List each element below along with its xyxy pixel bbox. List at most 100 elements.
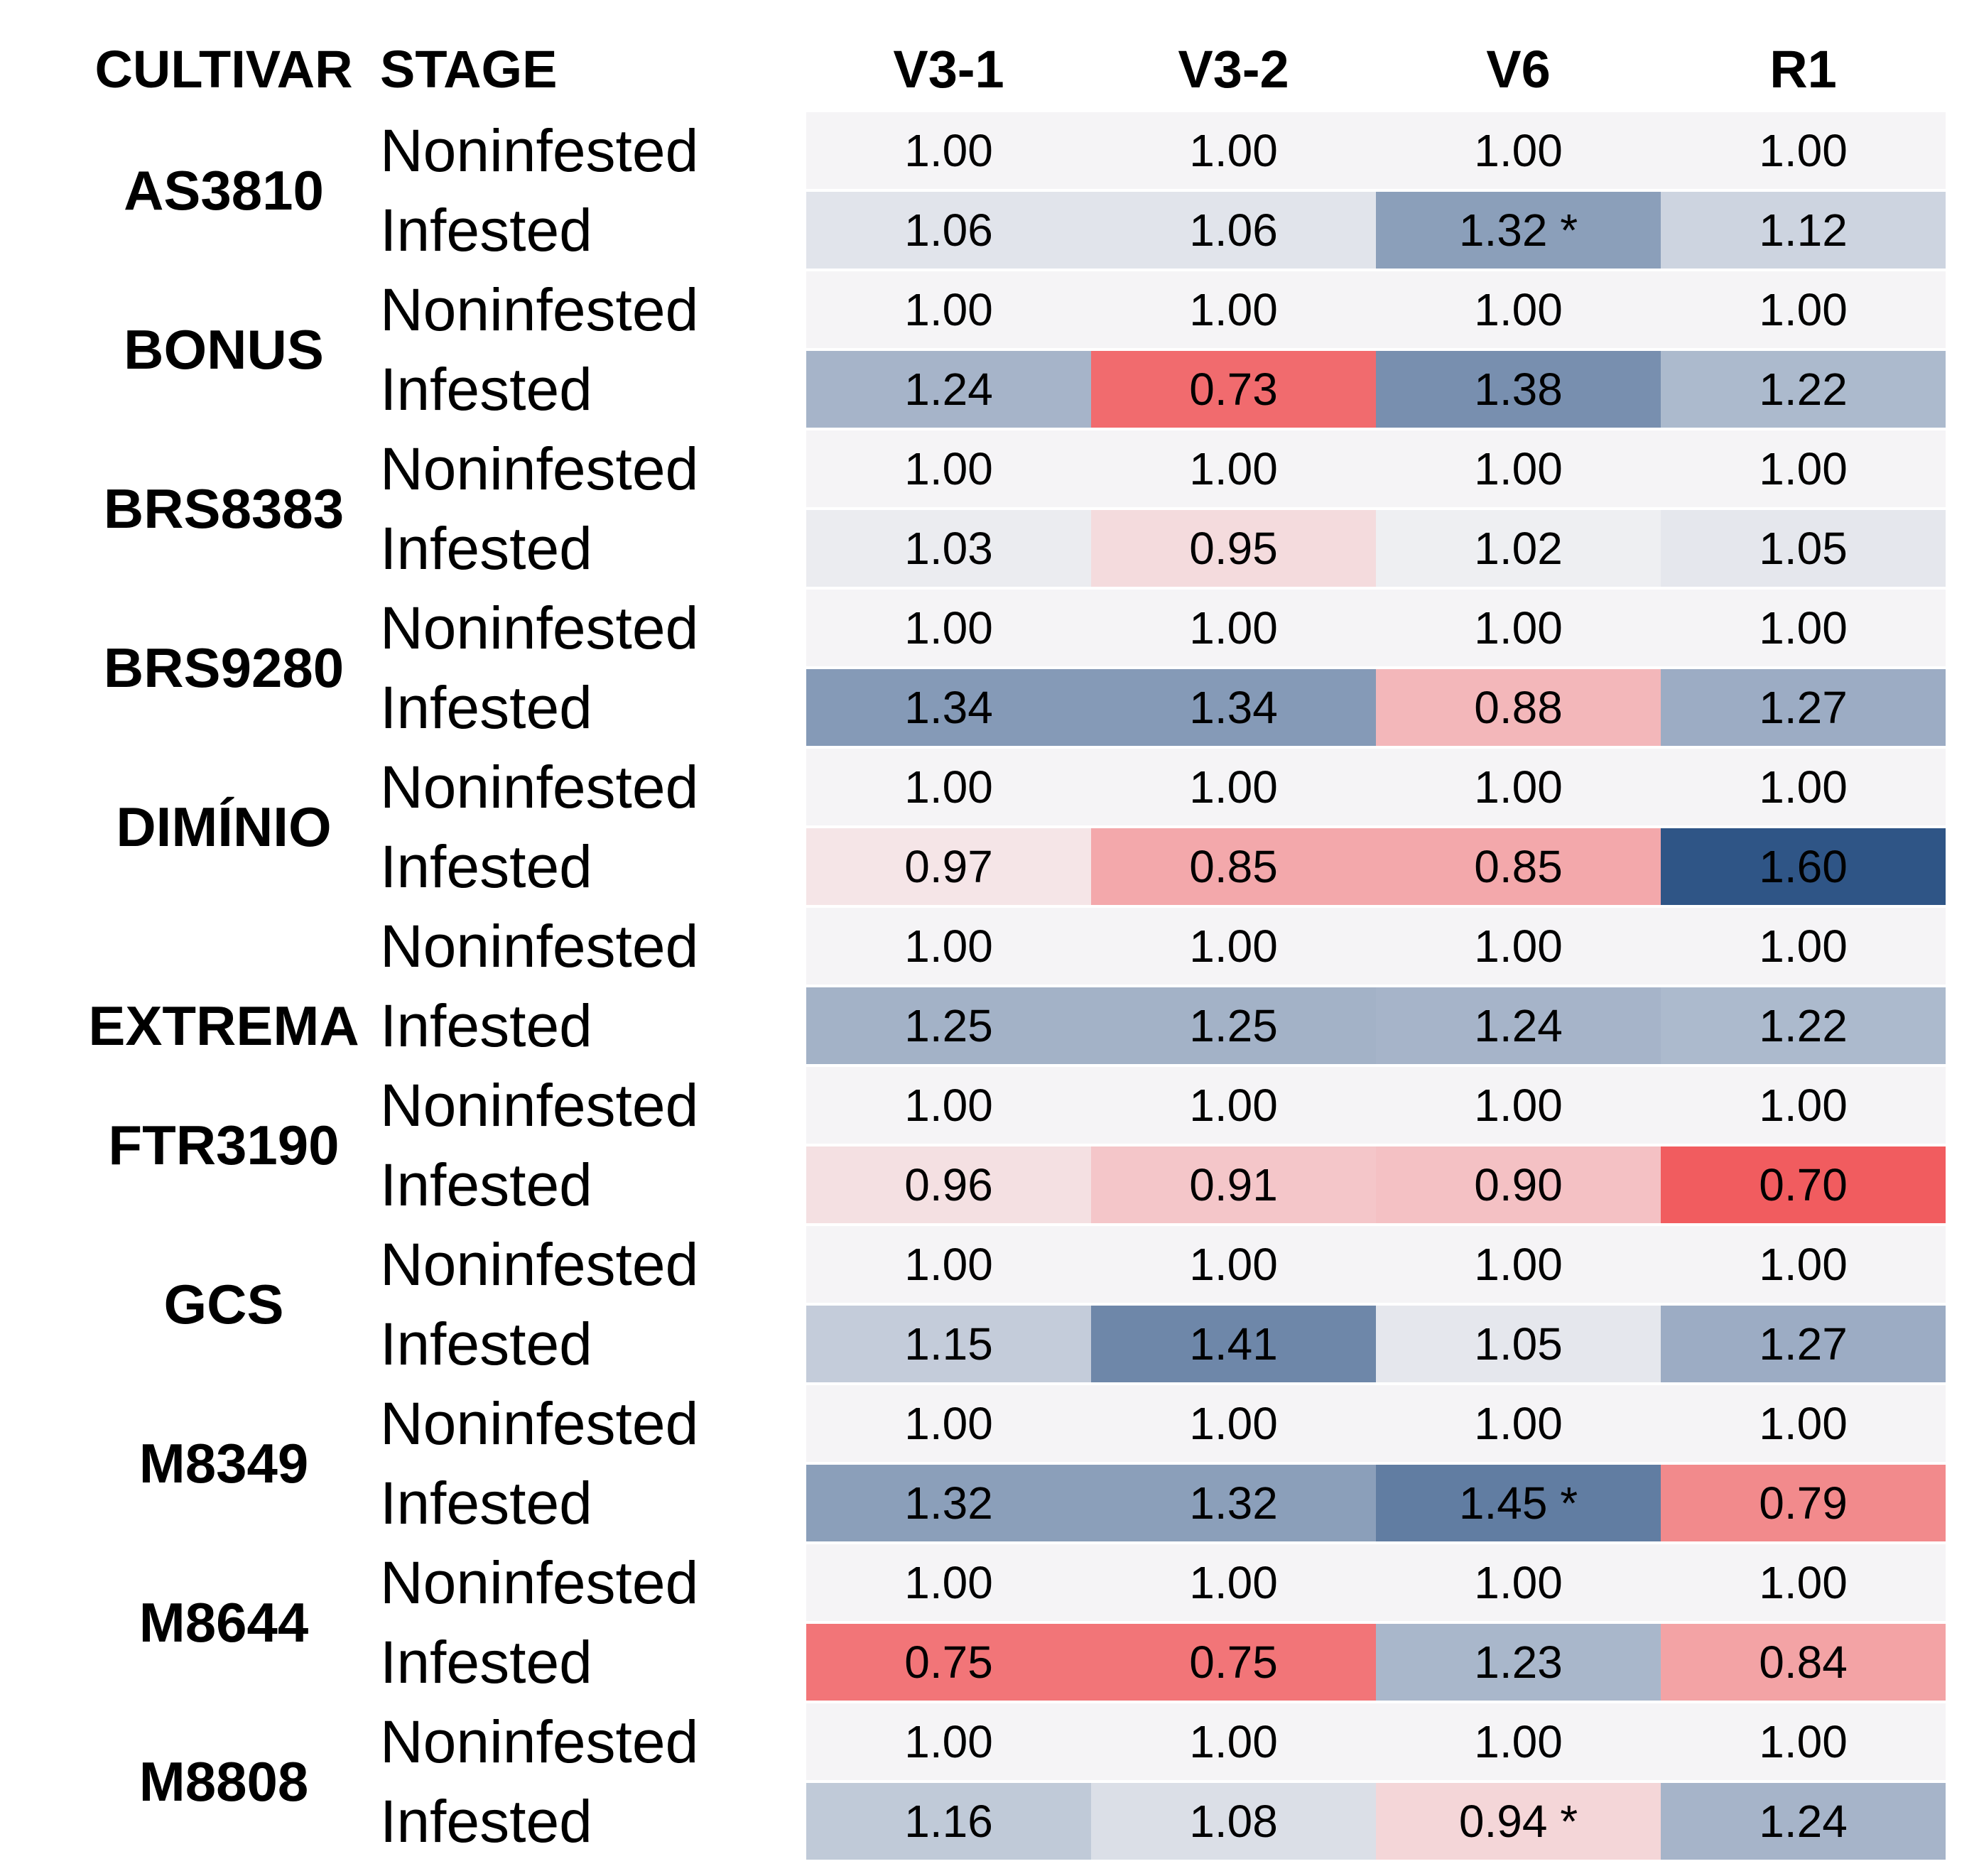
column-header-cultivar: CULTIVAR (94, 40, 353, 99)
value-cell: 1.23 (1376, 1624, 1661, 1701)
value-cell: 1.22 (1661, 987, 1946, 1064)
value-cell: 1.00 (1376, 1544, 1661, 1621)
value-cell: 1.00 (1661, 1544, 1946, 1621)
stage-label: Infested (380, 828, 806, 905)
stage-label: Infested (380, 351, 806, 428)
value-cell: 1.41 (1091, 1306, 1376, 1382)
value-cell: 1.24 (1376, 987, 1661, 1064)
column-header-v6: V6 (1486, 40, 1551, 99)
cultivar-label: BRS8383 (103, 477, 345, 540)
value-cell: 1.45 * (1376, 1465, 1661, 1541)
stage-label: Noninfested (380, 1385, 806, 1462)
stage-label: Infested (380, 510, 806, 587)
value-cell: 0.73 (1091, 351, 1376, 428)
stage-label: Noninfested (380, 908, 806, 985)
value-cell: 0.91 (1091, 1146, 1376, 1223)
stage-label: Infested (380, 987, 806, 1064)
stage-label: Infested (380, 1624, 806, 1701)
stage-label: Noninfested (380, 112, 806, 189)
value-cell: 1.00 (1661, 112, 1946, 189)
value-cell: 1.00 (1661, 1385, 1946, 1462)
value-cell: 1.05 (1661, 510, 1946, 587)
value-cell: 1.00 (806, 1544, 1091, 1621)
value-cell: 1.00 (1661, 908, 1946, 985)
value-cell: 1.27 (1661, 1306, 1946, 1382)
value-cell: 1.00 (806, 749, 1091, 825)
stage-label: Infested (380, 192, 806, 269)
value-cell: 1.00 (1091, 1703, 1376, 1780)
cultivar-label: GCS (163, 1272, 284, 1335)
value-cell: 1.24 (806, 351, 1091, 428)
cultivar-label: BRS9280 (103, 636, 345, 699)
stage-label: Infested (380, 1146, 806, 1223)
value-cell: 1.00 (1376, 1226, 1661, 1303)
value-cell: 1.25 (806, 987, 1091, 1064)
value-cell: 1.00 (1091, 590, 1376, 666)
value-cell: 1.00 (1661, 590, 1946, 666)
value-cell: 1.60 (1661, 828, 1946, 905)
stage-label: Infested (380, 1465, 806, 1541)
cultivar-label: DIMÍNIO (116, 795, 332, 858)
value-cell: 0.84 (1661, 1624, 1946, 1701)
value-cell: 1.05 (1376, 1306, 1661, 1382)
value-cell: 1.00 (1661, 430, 1946, 507)
value-cell: 1.00 (1376, 430, 1661, 507)
value-cell: 1.00 (1661, 271, 1946, 348)
value-cell: 1.15 (806, 1306, 1091, 1382)
value-cell: 1.03 (806, 510, 1091, 587)
cultivar-label: EXTREMA (88, 994, 359, 1057)
value-cell: 1.38 (1376, 351, 1661, 428)
value-cell: 0.70 (1661, 1146, 1946, 1223)
value-cell: 1.00 (806, 908, 1091, 985)
value-cell: 1.00 (806, 1703, 1091, 1780)
stage-label: Noninfested (380, 749, 806, 825)
value-cell: 1.08 (1091, 1783, 1376, 1860)
value-cell: 1.00 (806, 112, 1091, 189)
value-cell: 1.00 (1091, 1067, 1376, 1144)
stage-label: Noninfested (380, 1226, 806, 1303)
value-cell: 1.00 (806, 590, 1091, 666)
value-cell: 0.90 (1376, 1146, 1661, 1223)
value-cell: 1.00 (1091, 1385, 1376, 1462)
value-cell: 1.00 (806, 1226, 1091, 1303)
value-cell: 1.00 (1091, 271, 1376, 348)
column-header-stage: STAGE (380, 40, 558, 99)
value-cell: 0.88 (1376, 669, 1661, 746)
value-cell: 1.25 (1091, 987, 1376, 1064)
value-cell: 1.00 (1661, 1067, 1946, 1144)
value-cell: 1.00 (806, 1385, 1091, 1462)
value-cell: 1.00 (1091, 1544, 1376, 1621)
value-cell: 1.00 (1661, 1703, 1946, 1780)
stage-label: Noninfested (380, 590, 806, 666)
value-cell: 1.00 (1376, 271, 1661, 348)
cultivar-label: M8644 (139, 1590, 309, 1654)
stage-label: Infested (380, 669, 806, 746)
value-cell: 0.95 (1091, 510, 1376, 587)
value-cell: 1.00 (1376, 112, 1661, 189)
value-cell: 0.85 (1376, 828, 1661, 905)
value-cell: 0.94 * (1376, 1783, 1661, 1860)
value-cell: 1.16 (806, 1783, 1091, 1860)
column-header-r1: R1 (1769, 40, 1837, 99)
value-cell: 1.27 (1661, 669, 1946, 746)
stage-label: Noninfested (380, 1067, 806, 1144)
stage-label: Infested (380, 1783, 806, 1860)
cultivar-label: AS3810 (124, 158, 324, 222)
column-header-v3-1: V3-1 (893, 40, 1004, 99)
value-cell: 0.85 (1091, 828, 1376, 905)
stage-label: Noninfested (380, 271, 806, 348)
cultivar-label: M8349 (139, 1431, 309, 1495)
stage-label: Noninfested (380, 430, 806, 507)
value-cell: 1.00 (806, 1067, 1091, 1144)
value-cell: 1.00 (806, 271, 1091, 348)
value-cell: 1.00 (1376, 590, 1661, 666)
value-cell: 1.32 * (1376, 192, 1661, 269)
value-cell: 1.00 (1091, 1226, 1376, 1303)
value-cell: 1.06 (806, 192, 1091, 269)
value-cell: 0.79 (1661, 1465, 1946, 1541)
cultivar-label: M8808 (139, 1750, 309, 1813)
stage-label: Noninfested (380, 1703, 806, 1780)
value-cell: 1.34 (1091, 669, 1376, 746)
value-cell: 1.00 (1376, 1703, 1661, 1780)
